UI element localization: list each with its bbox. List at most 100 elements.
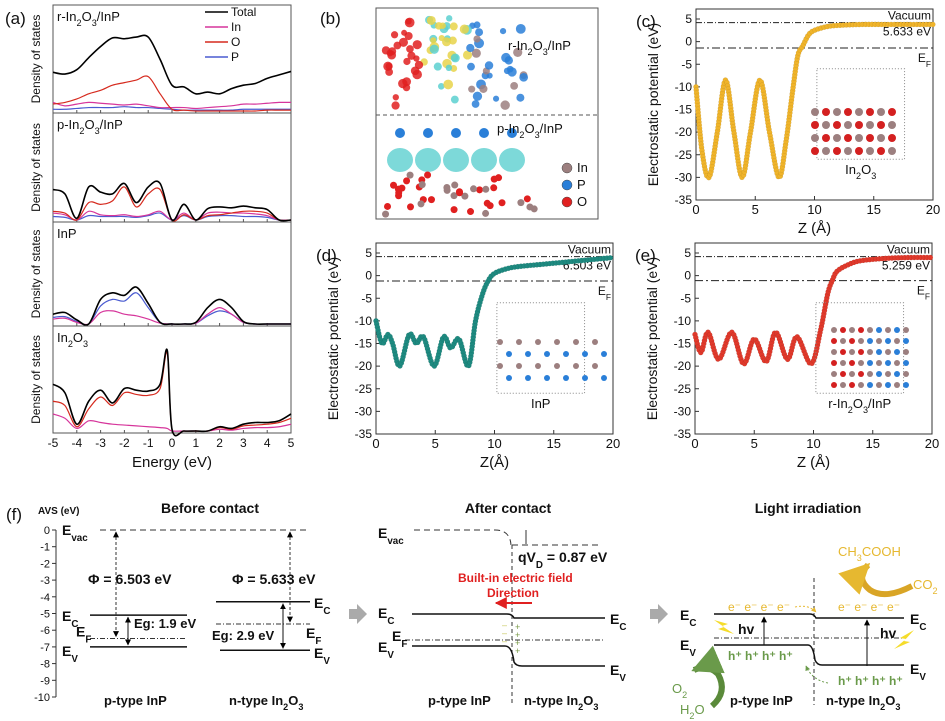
atom: [395, 192, 403, 200]
inset-frame: [816, 68, 906, 160]
atom: [438, 35, 445, 42]
ec-label: EC: [680, 607, 696, 629]
atom-p: [507, 128, 517, 138]
atom: [427, 196, 435, 204]
atom: [437, 83, 445, 90]
ev-label: EV: [314, 645, 330, 667]
x-tick-label: 0: [372, 436, 379, 451]
dos-line-total: [52, 286, 291, 326]
atom: [398, 37, 408, 47]
panel-label-f: (f): [6, 505, 22, 524]
atom: [403, 177, 411, 185]
atom: [516, 93, 525, 102]
fermi-label: EF: [598, 284, 611, 302]
panel-label: (d): [316, 246, 337, 265]
structure-label-p: p-In2O3/InP: [497, 121, 563, 140]
positive-charge: +: [515, 630, 520, 640]
inset-atom: [833, 134, 841, 142]
atom: [406, 171, 414, 179]
charge-density: [443, 148, 469, 172]
inset-atom: [840, 371, 846, 377]
positive-charge: +: [515, 646, 520, 656]
inset-atom: [877, 134, 885, 142]
inset-atom: [855, 147, 863, 155]
atom: [456, 189, 464, 197]
atom: [475, 28, 484, 37]
atom: [443, 79, 454, 90]
atom: [479, 84, 488, 93]
inset-atom: [844, 121, 852, 129]
x-tick-label: 5: [752, 202, 759, 217]
inset-atom: [876, 382, 882, 388]
ec-label: EC: [62, 608, 78, 630]
atom: [467, 208, 475, 216]
inset-atom: [544, 351, 550, 357]
y-tick-label: -10: [674, 314, 692, 328]
x-tick-label: -5: [48, 436, 59, 450]
x-tick-label: 15: [866, 436, 880, 451]
inset-atom: [858, 360, 864, 366]
x-tick-label: 2: [216, 436, 223, 450]
atom: [450, 64, 458, 72]
panel-e-potential: (e) 50-5-10-15-20-25-30-350 5 10 15 20Z (Å)El…: [635, 242, 939, 471]
atom: [417, 200, 425, 208]
inset-atom: [582, 375, 588, 381]
inset-atom: [516, 339, 522, 345]
inset-atom: [849, 338, 855, 344]
after-contact-title: After contact: [465, 500, 552, 516]
inset-atom: [867, 360, 873, 366]
hole-transfer-arrow: [805, 665, 829, 684]
inset-atom: [894, 338, 900, 344]
x-tick-label: 5: [751, 436, 758, 451]
inset-atom: [563, 375, 569, 381]
y-tick-label: -25: [674, 382, 692, 396]
subplot-frame: [52, 325, 292, 434]
x-tick-label: 10: [807, 202, 821, 217]
evac-label: Evac: [378, 525, 404, 547]
y-tick-label: -20: [675, 125, 693, 139]
inset-atom: [855, 121, 863, 129]
dos-line-total: [52, 348, 292, 437]
inset-atom: [867, 371, 873, 377]
atom: [424, 171, 432, 179]
atom: [519, 72, 529, 82]
x-axis-label: Energy (eV): [132, 454, 212, 471]
inset-atom: [849, 360, 855, 366]
product-ch3cooh: CH3COOH: [838, 544, 901, 563]
product-o2: O2: [672, 681, 687, 700]
in2o3-type-label: n-type In2O3: [229, 693, 303, 712]
inset-atom: [831, 349, 837, 355]
atom: [510, 81, 519, 90]
inset-atom: [831, 371, 837, 377]
atom: [404, 31, 413, 41]
atom: [426, 15, 436, 25]
inset-atom: [903, 371, 909, 377]
x-tick-label: 5: [288, 436, 295, 450]
y-tick-label: 0: [684, 269, 691, 283]
in2o3-bandgap: Eg: 2.9 eV: [212, 628, 274, 643]
inset-atom: [831, 338, 837, 344]
atom: [443, 186, 451, 194]
atom: [459, 24, 470, 34]
inset-atom: [877, 121, 885, 129]
atom: [430, 37, 437, 44]
inset-atom: [582, 351, 588, 357]
atom: [450, 95, 459, 104]
inset-atom: [840, 327, 846, 333]
inset-atom: [876, 371, 882, 377]
inset-atom: [822, 147, 830, 155]
atom: [526, 203, 534, 211]
legend-entry: In: [577, 160, 588, 175]
inset-atom: [894, 360, 900, 366]
atom: [498, 199, 506, 207]
inset-atom: [601, 375, 607, 381]
atom: [470, 185, 478, 193]
inset-atom: [840, 360, 846, 366]
atom: [482, 185, 490, 193]
charge-density: [499, 148, 525, 172]
inset-atom: [554, 363, 560, 369]
x-axis-label: Z (Å): [797, 454, 830, 471]
x-tick-label: 0: [692, 202, 699, 217]
legend-atom-p: [561, 179, 573, 191]
inset-atom: [867, 349, 873, 355]
